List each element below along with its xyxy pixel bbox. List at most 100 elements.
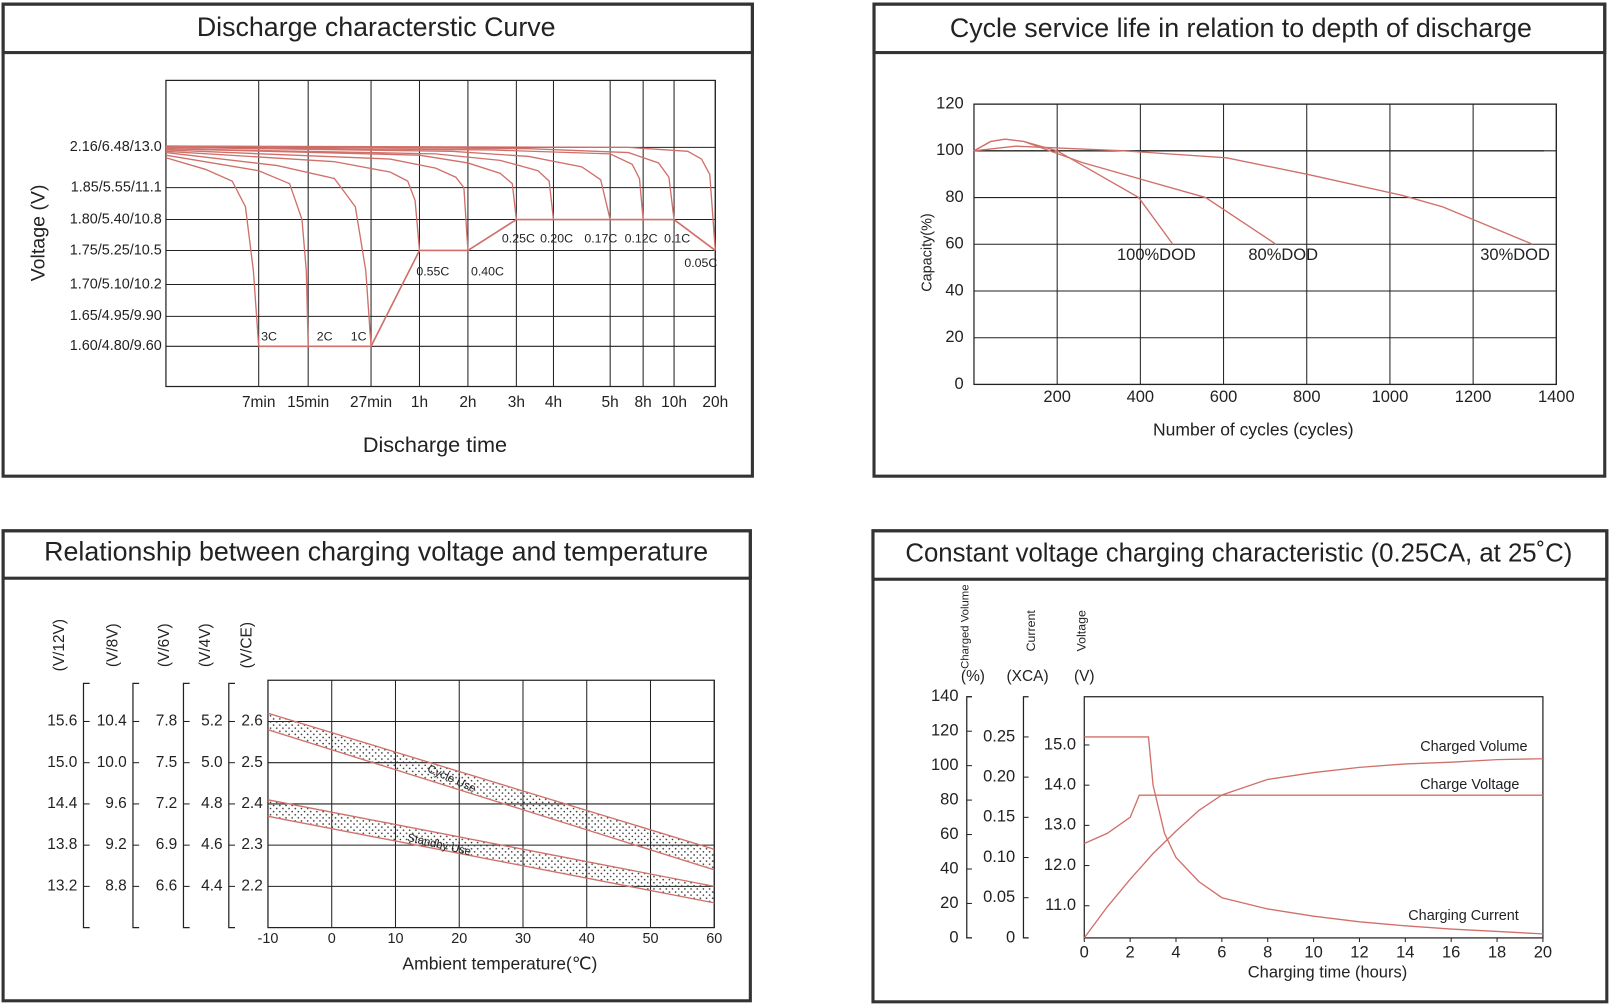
- x-tick-label: 50: [642, 931, 658, 947]
- y-tick-label: 1.85/5.55/11.1: [71, 179, 162, 195]
- series-label: 3C: [261, 329, 277, 343]
- axis-unit-label: (V/4V): [197, 623, 214, 667]
- x-tick-label: 0: [328, 931, 336, 947]
- y-tick-label: 15.6: [47, 713, 77, 730]
- y-tick-label: 2.2: [241, 877, 262, 894]
- series-label: 0.12C: [625, 231, 658, 245]
- title-bar: [871, 529, 1609, 581]
- x-tick-label: 15min: [287, 394, 329, 411]
- line: [165, 146, 611, 220]
- band: [267, 799, 715, 903]
- title-bar: [872, 2, 1607, 55]
- series-label: Charging Current: [1408, 908, 1519, 924]
- y-tick-label: 9.6: [105, 795, 126, 812]
- series-label: 0.1C: [664, 231, 690, 245]
- y-tick-label: 0.15: [983, 808, 1015, 826]
- x-tick-label: 800: [1293, 388, 1321, 406]
- y-tick-label: 40: [945, 281, 963, 299]
- series-label: Charged Volume: [1420, 739, 1527, 755]
- series-label: 0.17C: [584, 231, 617, 245]
- x-tick-label: 1200: [1455, 388, 1492, 406]
- line: [165, 157, 260, 347]
- y-tick-label: 5.2: [201, 713, 222, 730]
- series-label: 0.55C: [416, 264, 449, 278]
- x-tick-label: 27min: [350, 394, 392, 411]
- line: [1083, 794, 1543, 845]
- y-tick-label: 2.5: [241, 754, 262, 771]
- y-tick-label: 80: [940, 790, 958, 808]
- y-tick-label: 8.8: [105, 877, 126, 894]
- line: [973, 138, 1277, 245]
- x-tick-label: 2: [1126, 944, 1135, 962]
- y-tick-label: 1.75/5.25/10.5: [70, 242, 162, 258]
- series-label: 1C: [351, 329, 367, 343]
- y-tick-label: 120: [931, 722, 959, 740]
- y-tick-label: 60: [940, 825, 958, 843]
- band: [267, 713, 715, 870]
- x-tick-label: 60: [706, 931, 722, 947]
- x-tick-label: 8h: [635, 394, 652, 411]
- series-label: Charge Voltage: [1420, 777, 1519, 793]
- cutoff-line: [258, 218, 716, 348]
- x-axis-label: Charging time (hours): [1248, 963, 1407, 981]
- chart-title: Cycle service life in relation to depth …: [950, 13, 1532, 43]
- y-tick-label: 80: [945, 188, 963, 206]
- y-tick-label: 13.0: [1044, 816, 1076, 834]
- x-tick-label: 12: [1350, 944, 1368, 962]
- x-tick-label: 4: [1171, 944, 1180, 962]
- title-bar: [1, 529, 752, 580]
- y2-axis-label: Current: [1024, 610, 1038, 652]
- y-tick-label: 7.2: [156, 795, 177, 812]
- line: [165, 149, 469, 251]
- x-axis-label: Ambient temperature(℃): [402, 953, 597, 973]
- line: [165, 150, 421, 251]
- y-tick-label: 0: [955, 375, 964, 393]
- y-axis-label: (V/CE): [238, 622, 255, 668]
- y-tick-label: 1.60/4.80/9.60: [70, 338, 162, 354]
- x-tick-label: 40: [579, 931, 595, 947]
- x-tick-label: 600: [1210, 388, 1238, 406]
- line: [1084, 736, 1543, 935]
- y-tick-label: 20: [940, 894, 958, 912]
- y-tick-label: 2.4: [241, 795, 263, 812]
- series-label: 0.20C: [540, 231, 573, 245]
- axis-bracket: [182, 682, 190, 929]
- y-tick-label: 5.0: [201, 754, 222, 771]
- line: [165, 148, 518, 220]
- y-tick-label: 6.6: [156, 877, 177, 894]
- y-tick-label: 0.25: [983, 727, 1015, 745]
- y-tick-label: 100: [931, 756, 959, 774]
- series-label: 0.40C: [471, 264, 504, 278]
- y-tick-label: 7.5: [156, 754, 177, 771]
- y-tick-label: 2.6: [241, 713, 262, 730]
- y-axis-label: Charged Volume: [960, 584, 972, 668]
- y-tick-label: 14.0: [1044, 776, 1076, 794]
- y-tick-label: 1.70/5.10/10.2: [70, 276, 162, 292]
- axis-unit-label: (V/12V): [51, 619, 68, 671]
- chart-title: Relationship between charging voltage an…: [44, 537, 708, 567]
- y-tick-label: 6.9: [156, 836, 177, 853]
- x-tick-label: 1h: [411, 394, 428, 411]
- band-edge: [267, 815, 715, 904]
- y-tick-label: 4.6: [201, 836, 222, 853]
- x-tick-label: 0: [1080, 944, 1089, 962]
- band-edge: [267, 729, 715, 871]
- x-axis-label: Discharge time: [363, 432, 507, 457]
- y3-axis-label: Voltage: [1074, 610, 1088, 651]
- x-tick-label: 6: [1217, 944, 1226, 962]
- x-tick-label: 200: [1043, 388, 1071, 406]
- y-tick-label: 0.20: [983, 767, 1015, 785]
- line: [165, 145, 675, 220]
- x-tick-label: 10h: [661, 394, 687, 411]
- line: [165, 146, 644, 220]
- band-edge: [267, 712, 715, 850]
- y-tick-label: 120: [936, 94, 964, 112]
- line: [165, 151, 372, 347]
- y-tick-label: 0: [949, 928, 958, 946]
- x-tick-label: 3h: [508, 394, 525, 411]
- x-tick-label: 20h: [702, 394, 728, 411]
- y-tick-label: 12.0: [1044, 856, 1076, 874]
- chart-title: Constant voltage charging characteristic…: [905, 539, 1572, 567]
- line: [1083, 758, 1543, 939]
